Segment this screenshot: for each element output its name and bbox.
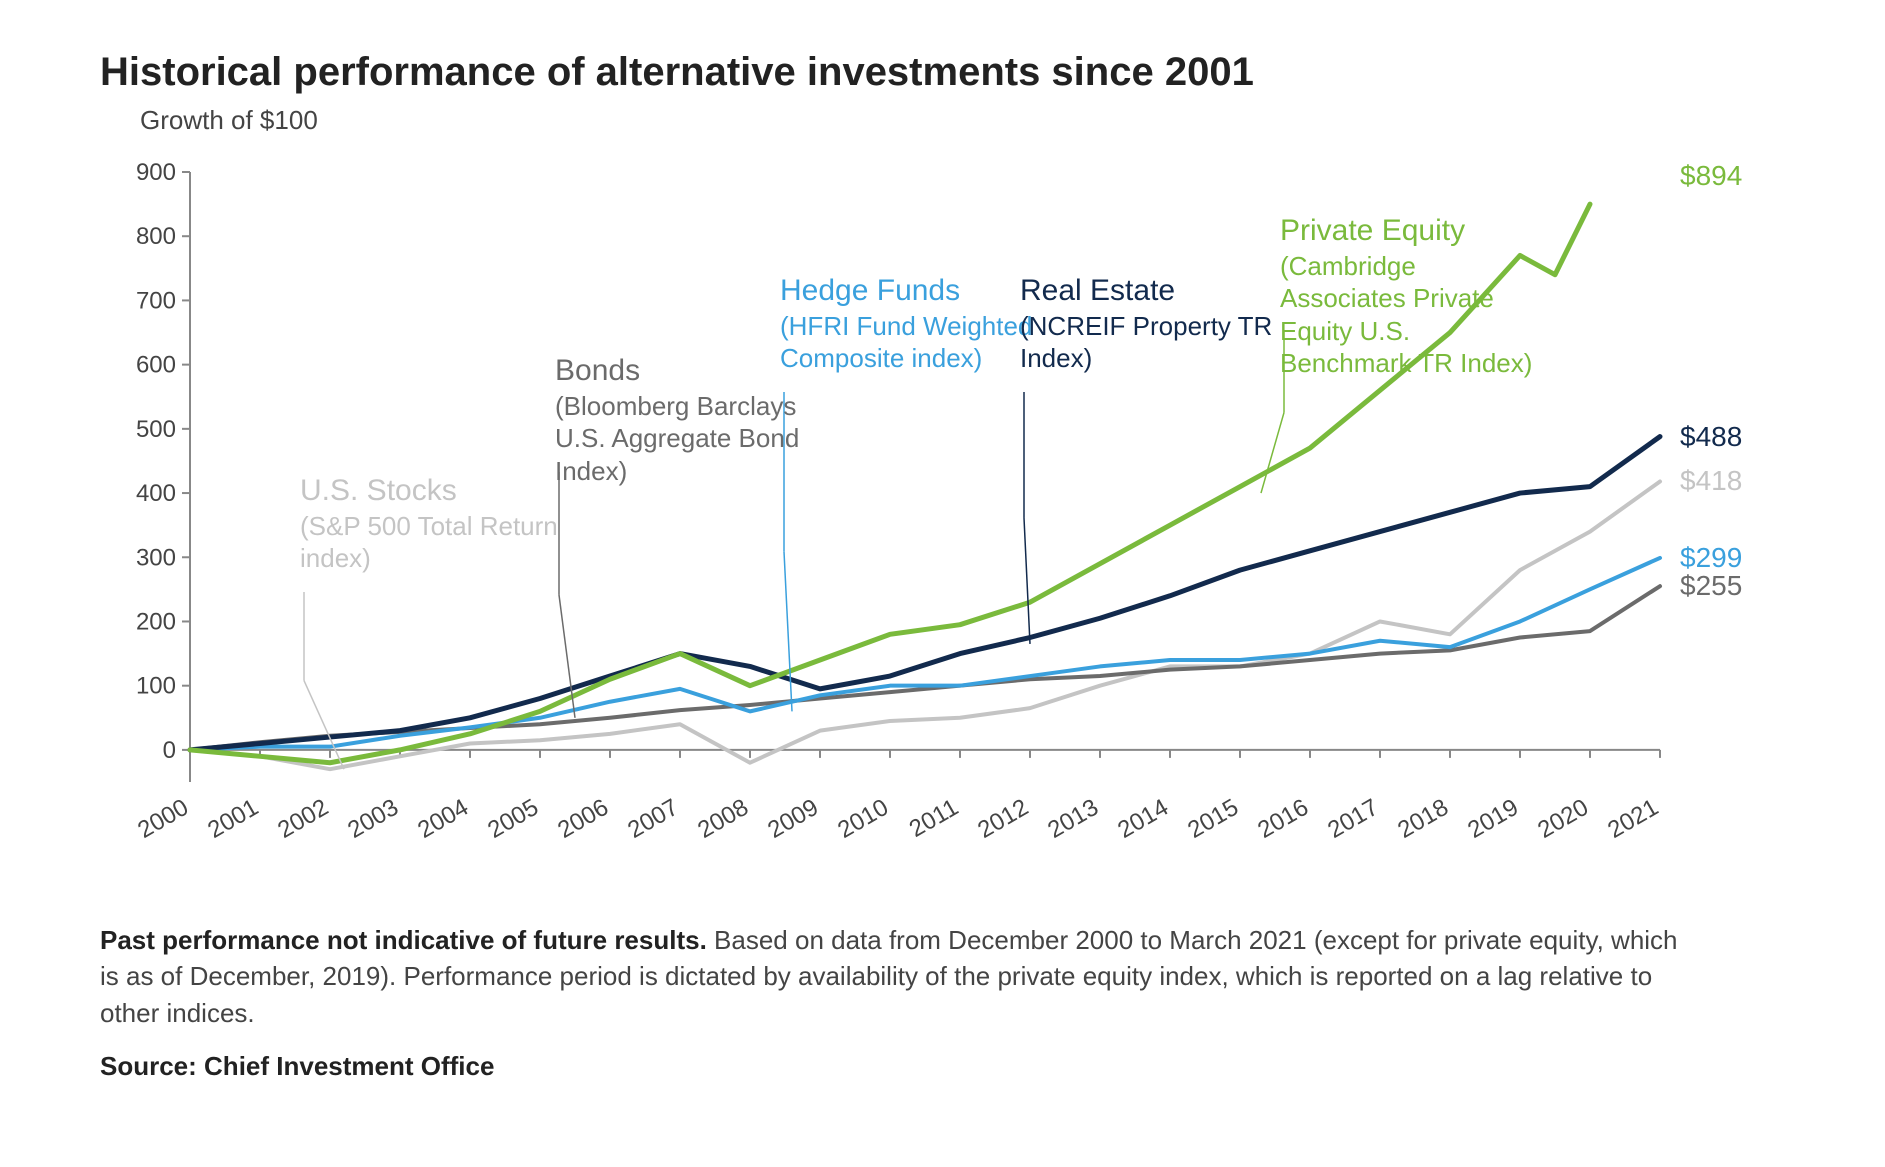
callout-name-private_equity: Private Equity — [1280, 212, 1540, 250]
svg-text:2004: 2004 — [413, 794, 473, 844]
callout-desc-bonds: (Bloomberg Barclays U.S. Aggregate Bond … — [555, 390, 815, 488]
svg-text:2016: 2016 — [1253, 794, 1313, 844]
svg-text:500: 500 — [136, 416, 176, 443]
callout-us_stocks: U.S. Stocks(S&P 500 Total Return index) — [300, 472, 560, 575]
svg-text:2001: 2001 — [203, 794, 263, 844]
svg-text:2021: 2021 — [1603, 794, 1663, 844]
svg-text:900: 900 — [136, 159, 176, 186]
callout-name-real_estate: Real Estate — [1020, 272, 1280, 310]
callout-desc-hedge_funds: (HFRI Fund Weighted Composite index) — [780, 310, 1040, 375]
svg-text:2015: 2015 — [1183, 794, 1243, 844]
chart-title: Historical performance of alternative in… — [100, 50, 1825, 95]
svg-text:800: 800 — [136, 223, 176, 250]
source-line: Source: Chief Investment Office — [100, 1051, 1825, 1082]
y-axis-title: Growth of $100 — [140, 105, 1825, 136]
source-label: Source: — [100, 1051, 204, 1081]
svg-text:2011: 2011 — [905, 794, 963, 843]
svg-text:2002: 2002 — [273, 794, 333, 844]
svg-text:300: 300 — [136, 544, 176, 571]
svg-text:2010: 2010 — [833, 794, 893, 844]
end-label-hedge_funds: $299 — [1680, 542, 1742, 574]
svg-text:2005: 2005 — [483, 794, 543, 844]
svg-text:2019: 2019 — [1463, 794, 1523, 844]
svg-text:2014: 2014 — [1113, 794, 1173, 844]
svg-text:2006: 2006 — [553, 794, 613, 844]
svg-text:600: 600 — [136, 352, 176, 379]
end-label-bonds: $255 — [1680, 570, 1742, 602]
footnote-bold: Past performance not indicative of futur… — [100, 925, 707, 955]
svg-text:2000: 2000 — [133, 794, 193, 844]
svg-text:400: 400 — [136, 480, 176, 507]
callout-private_equity: Private Equity(Cambridge Associates Priv… — [1280, 212, 1540, 380]
figure-container: Historical performance of alternative in… — [0, 0, 1885, 1167]
svg-text:2017: 2017 — [1323, 794, 1383, 844]
callout-bonds: Bonds(Bloomberg Barclays U.S. Aggregate … — [555, 352, 815, 487]
end-label-us_stocks: $418 — [1680, 465, 1742, 497]
end-label-private_equity: $894 — [1680, 160, 1742, 192]
callout-real_estate: Real Estate(NCREIF Property TR Index) — [1020, 272, 1280, 375]
end-label-real_estate: $488 — [1680, 421, 1742, 453]
svg-text:2012: 2012 — [973, 794, 1033, 844]
callout-hedge_funds: Hedge Funds(HFRI Fund Weighted Composite… — [780, 272, 1040, 375]
source-value: Chief Investment Office — [204, 1051, 494, 1081]
callout-desc-private_equity: (Cambridge Associates Private Equity U.S… — [1280, 250, 1540, 380]
svg-text:100: 100 — [136, 673, 176, 700]
series-bonds — [190, 586, 1660, 750]
callout-name-bonds: Bonds — [555, 352, 815, 390]
callout-desc-us_stocks: (S&P 500 Total Return index) — [300, 510, 560, 575]
svg-text:2003: 2003 — [343, 794, 403, 844]
svg-text:2020: 2020 — [1533, 794, 1593, 844]
callout-desc-real_estate: (NCREIF Property TR Index) — [1020, 310, 1280, 375]
svg-text:2009: 2009 — [763, 794, 823, 844]
svg-text:2008: 2008 — [693, 794, 753, 844]
svg-text:200: 200 — [136, 608, 176, 635]
svg-text:2018: 2018 — [1393, 794, 1453, 844]
svg-text:700: 700 — [136, 287, 176, 314]
svg-text:0: 0 — [163, 737, 176, 764]
svg-text:2013: 2013 — [1043, 794, 1103, 844]
callout-name-us_stocks: U.S. Stocks — [300, 472, 560, 510]
svg-text:2007: 2007 — [623, 794, 683, 844]
chart-area: 0 100 200 300 400 500 600 700 800 900 200020012002… — [100, 142, 1800, 902]
callout-name-hedge_funds: Hedge Funds — [780, 272, 1040, 310]
footnote: Past performance not indicative of futur… — [100, 922, 1700, 1031]
